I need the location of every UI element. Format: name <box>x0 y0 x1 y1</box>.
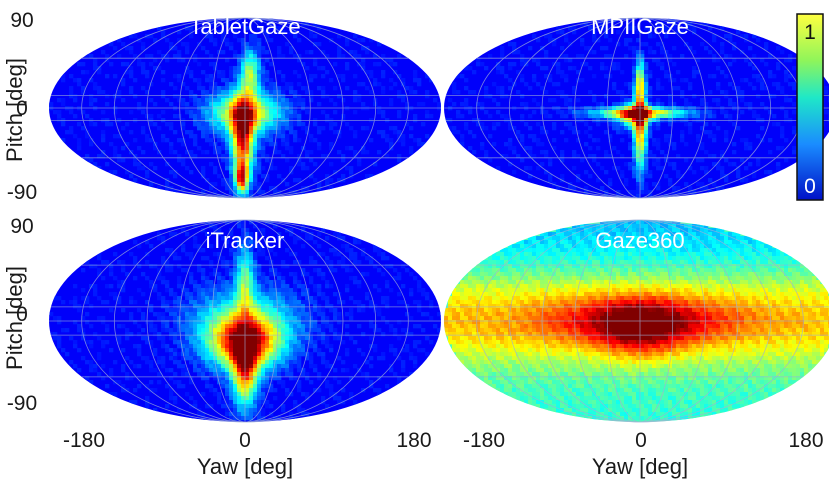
x-tick-180-left: 180 <box>396 429 431 452</box>
y-tick-neg90-bottom: -90 <box>7 392 37 415</box>
panel-itracker <box>49 219 441 423</box>
graticule-tabletgaze <box>49 17 441 199</box>
panel-title-tabletgaze: TabletGaze <box>189 14 300 39</box>
y-tick-neg90-top: -90 <box>7 181 37 204</box>
panel-gaze360 <box>444 219 829 423</box>
y-tick-0-bottom: 0 <box>16 303 28 326</box>
x-tick-neg180-right: -180 <box>463 429 505 452</box>
heatmap-gaze360 <box>444 220 829 421</box>
x-tick-neg180-left: -180 <box>63 429 105 452</box>
graticule-gaze360 <box>444 219 829 423</box>
colorbar-gradient <box>796 13 824 201</box>
heatmap-mpiigaze <box>444 18 829 198</box>
heatmap-tabletgaze <box>49 18 441 198</box>
x-tick-0-left: 0 <box>239 429 251 452</box>
y-axis-label-top: Pitch [deg] <box>2 58 27 162</box>
graticule-itracker <box>49 219 441 423</box>
x-tick-180-right: 180 <box>788 429 823 452</box>
x-axis-label-right: Yaw [deg] <box>592 454 688 479</box>
panel-title-mpiigaze: MPIIGaze <box>591 14 689 39</box>
heatmap-itracker <box>49 220 441 421</box>
y-tick-0-top: 0 <box>16 97 28 120</box>
colorbar-max-label: 1 <box>804 21 816 44</box>
x-axis-label-left: Yaw [deg] <box>197 454 293 479</box>
panel-title-gaze360: Gaze360 <box>595 228 684 253</box>
colorbar-min-label: 0 <box>804 175 816 198</box>
panel-tabletgaze <box>49 17 441 199</box>
colorbar: 1 0 <box>796 13 824 201</box>
y-axis-label-bottom: Pitch [deg] <box>2 266 27 370</box>
y-tick-90-top: 90 <box>10 9 33 32</box>
x-tick-0-right: 0 <box>635 429 647 452</box>
y-tick-90-bottom: 90 <box>10 215 33 238</box>
panel-title-itracker: iTracker <box>206 228 285 253</box>
panel-mpiigaze <box>444 17 829 199</box>
